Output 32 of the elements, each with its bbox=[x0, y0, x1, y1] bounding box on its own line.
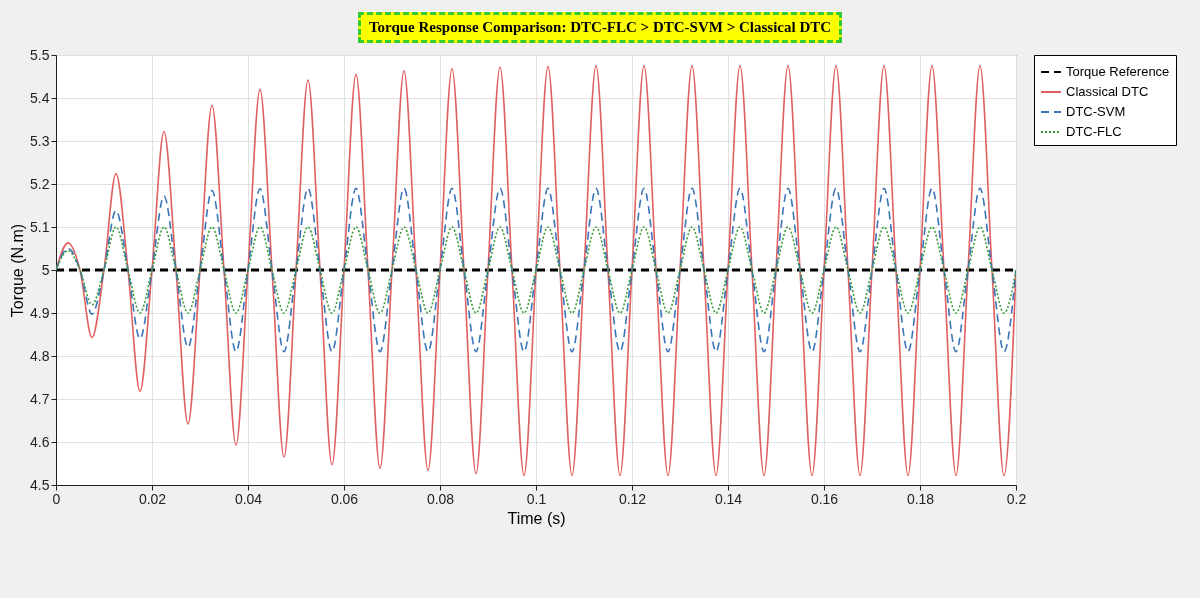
line-series bbox=[56, 226, 1016, 314]
x-tick-label: 0.08 bbox=[426, 490, 455, 507]
chart-title: Torque Response Comparison: DTC-FLC > DTC-SVM > Classical DTC bbox=[357, 12, 843, 43]
y-tick-label: 4.6 bbox=[30, 433, 50, 450]
x-tick-label: 0 bbox=[52, 490, 61, 507]
x-tick-label: 0.04 bbox=[234, 490, 263, 507]
y-tick-label: 5.2 bbox=[30, 175, 50, 192]
legend-label: Classical DTC bbox=[1066, 84, 1149, 99]
x-tick-label: 0.1 bbox=[526, 490, 547, 507]
x-axis-title: Time (s) bbox=[507, 509, 566, 527]
x-tick-label: 0.18 bbox=[906, 490, 935, 507]
y-tick-label: 4.9 bbox=[30, 304, 50, 321]
y-tick-label: 5 bbox=[41, 261, 50, 278]
y-tick-label: 4.7 bbox=[30, 390, 50, 407]
line-series bbox=[56, 187, 1016, 353]
x-tick-label: 0.14 bbox=[714, 490, 743, 507]
legend-label: DTC-FLC bbox=[1066, 124, 1122, 139]
legend-label: DTC-SVM bbox=[1066, 104, 1126, 119]
y-tick-label: 5.4 bbox=[30, 89, 50, 106]
y-tick-label: 5.3 bbox=[30, 132, 50, 149]
x-tick-label: 0.16 bbox=[810, 490, 839, 507]
x-tick-label: 0.2 bbox=[1006, 490, 1027, 507]
y-tick-label: 5.5 bbox=[30, 46, 50, 63]
x-tick-label: 0.12 bbox=[618, 490, 647, 507]
y-tick-label: 5.1 bbox=[30, 218, 50, 235]
y-tick-label: 4.8 bbox=[30, 347, 50, 364]
y-axis-title: Torque (N.m) bbox=[9, 223, 27, 318]
x-tick-label: 0.02 bbox=[138, 490, 167, 507]
x-tick-label: 0.06 bbox=[330, 490, 359, 507]
legend-label: Torque Reference bbox=[1066, 64, 1170, 79]
y-tick-label: 4.5 bbox=[30, 476, 50, 493]
line-series bbox=[56, 64, 1016, 477]
